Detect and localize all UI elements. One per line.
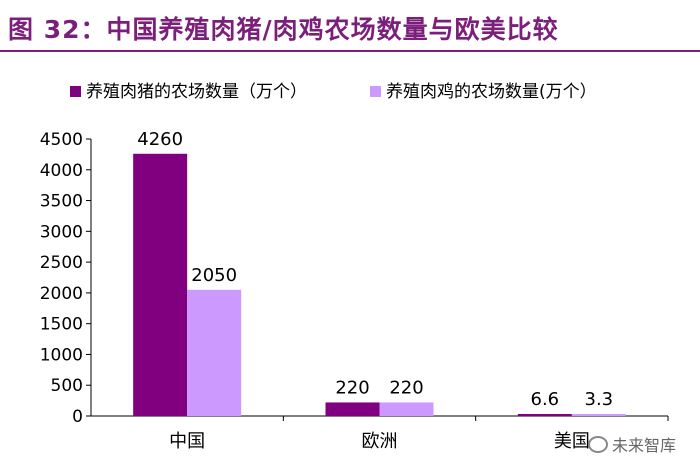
y-tick-label: 4500 xyxy=(40,130,83,150)
y-tick-label: 1000 xyxy=(40,345,83,365)
x-tick-label: 美国 xyxy=(554,431,590,452)
y-tick-label: 500 xyxy=(51,376,83,396)
y-tick-label: 4000 xyxy=(40,161,83,181)
legend-swatch-1 xyxy=(370,86,381,97)
y-tick-label: 2500 xyxy=(40,253,83,273)
bar-0-2 xyxy=(517,414,572,416)
y-tick-label: 3000 xyxy=(40,222,83,242)
y-tick-label: 3500 xyxy=(40,192,83,212)
data-label: 220 xyxy=(335,377,369,398)
y-tick-label: 0 xyxy=(72,407,83,427)
figure-title: 图 32：中国养殖肉猪/肉鸡农场数量与欧美比较 xyxy=(8,15,559,44)
bar-1-2 xyxy=(571,414,626,416)
y-tick-label: 2000 xyxy=(40,284,83,304)
wechat-icon xyxy=(588,435,608,453)
data-label: 220 xyxy=(389,377,423,398)
data-label: 3.3 xyxy=(585,389,614,410)
title-divider xyxy=(0,50,700,52)
x-tick-label: 中国 xyxy=(169,431,205,452)
bar-0-0 xyxy=(133,153,188,417)
x-tick-label: 欧洲 xyxy=(362,431,398,452)
bar-1-0 xyxy=(187,289,242,416)
data-label: 6.6 xyxy=(531,389,560,410)
legend-label-0: 养殖肉猪的农场数量（万个） xyxy=(86,82,307,102)
watermark-text: 未来智库 xyxy=(612,436,677,455)
y-tick-label: 1500 xyxy=(40,315,83,335)
legend-label-1: 养殖肉鸡的农场数量(万个） xyxy=(386,82,597,102)
data-label: 2050 xyxy=(191,265,237,286)
watermark: 未来智库 xyxy=(588,432,676,456)
legend-swatch-0 xyxy=(70,86,81,97)
figure-header: 图 32：中国养殖肉猪/肉鸡农场数量与欧美比较 xyxy=(0,0,700,52)
bar-0-1 xyxy=(325,402,380,416)
data-label: 4260 xyxy=(137,129,183,150)
bar-1-1 xyxy=(379,402,434,416)
